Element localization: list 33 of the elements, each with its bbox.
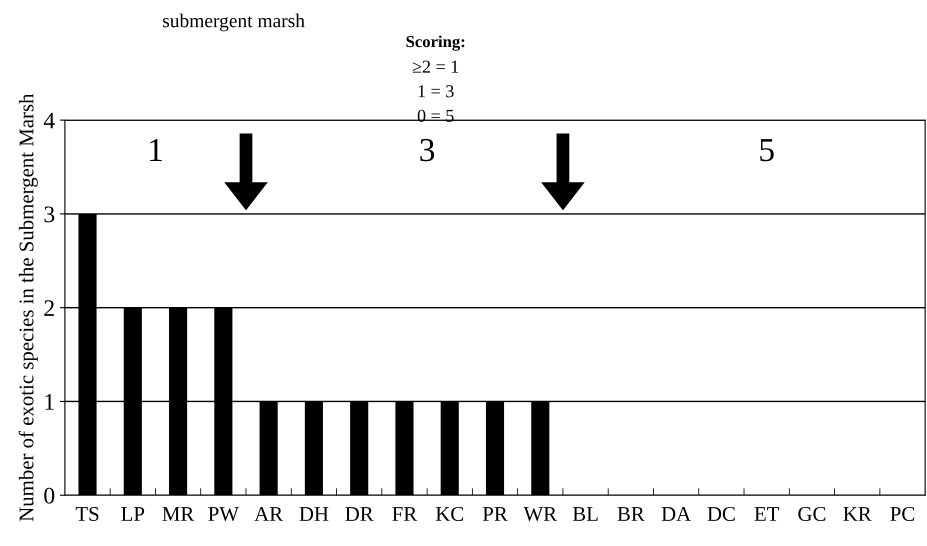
y-tick-label: 0: [44, 488, 54, 504]
x-tick-label: PW: [208, 507, 239, 522]
annotation: 0 = 5: [418, 110, 454, 122]
text: 1 = 3: [418, 85, 454, 98]
x-tick-label: PC: [890, 506, 914, 521]
x-tick-label: LP: [121, 507, 144, 521]
annotation: 1: [150, 138, 162, 161]
x-tick-label: AR: [254, 507, 284, 521]
annotation: 5: [760, 139, 774, 162]
x-tick-label: KR: [843, 507, 872, 521]
y-tick-label: 4: [44, 112, 55, 128]
x-tick-label: ET: [754, 507, 780, 521]
x-tick-label: DC: [708, 506, 735, 521]
x-tick-label: FR: [392, 507, 418, 521]
y-axis-title: Number of exotic species in the Submergent Marsh: [18, 94, 38, 522]
x-tick-label: BL: [572, 507, 598, 521]
y-tick-label: 1: [45, 394, 54, 410]
x-tick-label: TS: [76, 506, 98, 521]
x-tick-label: MR: [162, 507, 194, 521]
y-tick-label: 3: [44, 206, 54, 222]
x-tick-label: KC: [436, 506, 464, 521]
x-tick-label: PR: [482, 507, 508, 521]
x-tick-label: DR: [345, 507, 374, 521]
x-tick-label: BR: [618, 507, 645, 521]
x-tick-label: GC: [798, 506, 826, 521]
y-tick-label: 2: [44, 300, 54, 316]
chart-title: submergent marsh: [163, 14, 305, 32]
x-tick-label: WR: [524, 507, 558, 522]
x-tick-label: DA: [662, 507, 692, 521]
text: ≥2 = 1: [412, 60, 458, 73]
x-tick-label: DH: [299, 507, 328, 521]
text: Scoring:: [406, 35, 464, 51]
annotation: 3: [420, 138, 434, 162]
